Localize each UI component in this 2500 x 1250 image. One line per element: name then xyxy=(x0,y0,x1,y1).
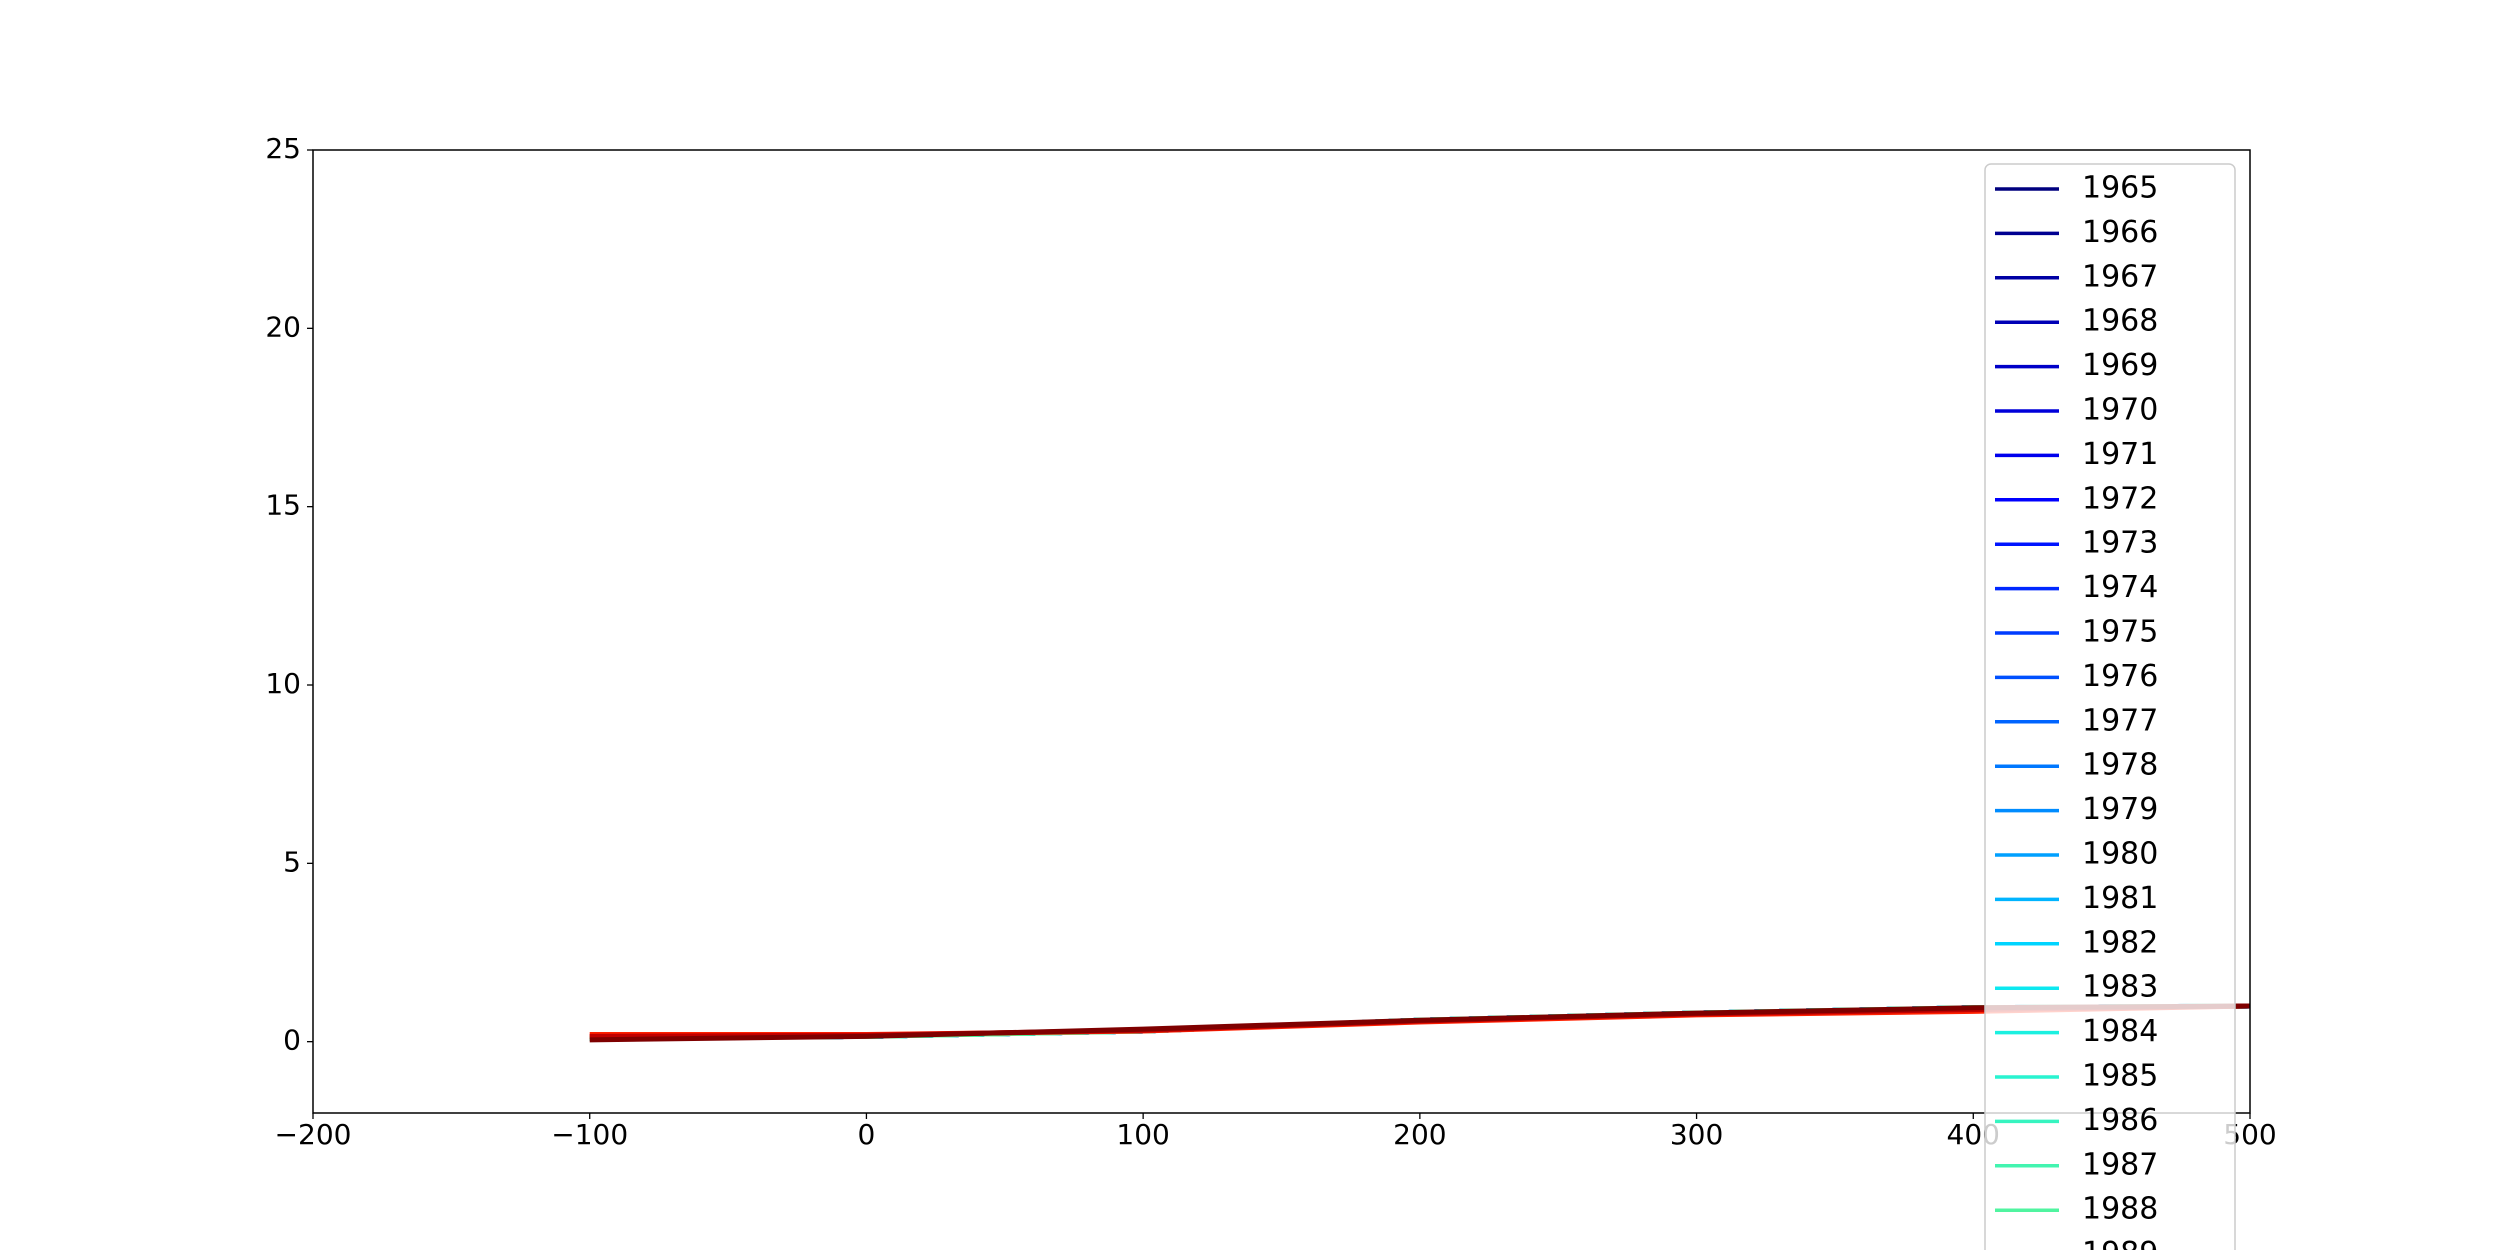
x-tick-label: 300 xyxy=(1670,1118,1723,1151)
legend-label: 1968 xyxy=(2082,304,2158,339)
y-tick-label: 0 xyxy=(283,1024,301,1057)
legend-label: 1976 xyxy=(2082,659,2158,694)
x-tick-label: 100 xyxy=(1116,1118,1169,1151)
legend-label: 1986 xyxy=(2082,1103,2158,1138)
legend-label: 1979 xyxy=(2082,792,2158,827)
legend-label: 1983 xyxy=(2082,970,2158,1005)
legend-label: 1971 xyxy=(2082,437,2158,472)
legend-label: 1974 xyxy=(2082,570,2158,605)
legend-label: 1989 xyxy=(2082,1236,2158,1250)
y-tick-label: 15 xyxy=(265,489,301,522)
legend-label: 1965 xyxy=(2082,171,2158,206)
legend-label: 1977 xyxy=(2082,703,2158,738)
legend-label: 1972 xyxy=(2082,481,2158,516)
x-tick-label: 0 xyxy=(858,1118,876,1151)
legend-label: 1966 xyxy=(2082,215,2158,250)
legend-label: 1967 xyxy=(2082,259,2158,294)
y-tick-label: 5 xyxy=(283,845,301,878)
legend-label: 1982 xyxy=(2082,925,2158,960)
legend-label: 1973 xyxy=(2082,526,2158,561)
x-tick-label: −100 xyxy=(551,1118,628,1151)
legend: 1965 1966 1967 1968 1969 1970 1971 1972 1973 1974… xyxy=(1984,163,2236,1250)
x-tick-label: −200 xyxy=(275,1118,352,1151)
legend-label: 1978 xyxy=(2082,748,2158,783)
legend-label: 1985 xyxy=(2082,1059,2158,1094)
legend-label: 1987 xyxy=(2082,1147,2158,1182)
legend-label: 1988 xyxy=(2082,1192,2158,1227)
legend-label: 1975 xyxy=(2082,615,2158,650)
y-tick-label: 25 xyxy=(265,132,301,165)
y-tick-label: 10 xyxy=(265,667,301,700)
legend-box xyxy=(1984,163,2236,1250)
axes-frame xyxy=(312,149,2251,1114)
legend-label: 1970 xyxy=(2082,393,2158,428)
y-tick-label: 20 xyxy=(265,310,301,343)
series-line xyxy=(589,1003,2250,1043)
legend-label: 1969 xyxy=(2082,348,2158,383)
legend-label: 1984 xyxy=(2082,1014,2158,1049)
legend-label: 1980 xyxy=(2082,837,2158,872)
legend-label: 1981 xyxy=(2082,881,2158,916)
x-tick-label: 200 xyxy=(1393,1118,1446,1151)
